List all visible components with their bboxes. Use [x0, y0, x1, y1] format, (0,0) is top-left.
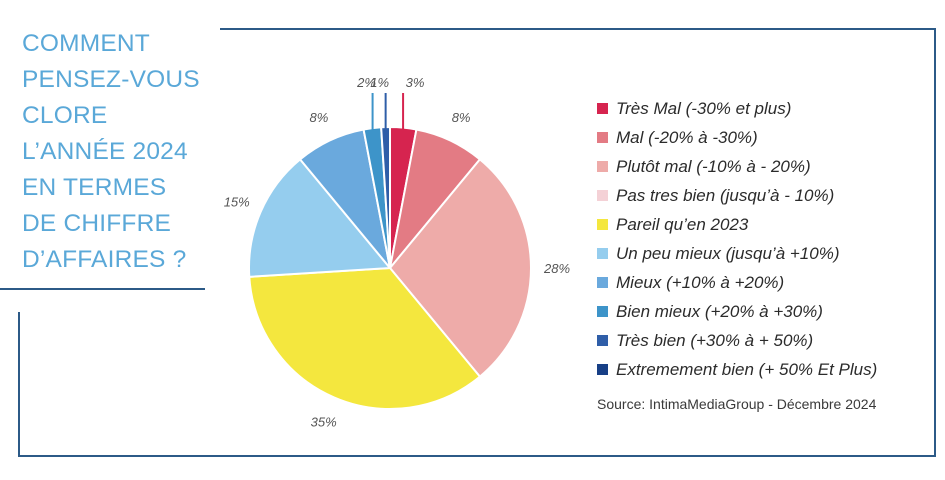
title-line: EN TERMES	[22, 174, 167, 201]
legend-swatch	[597, 248, 608, 259]
legend-item: Un peu mieux (jusqu’à +10%)	[597, 239, 877, 268]
legend-label: Mal (-20% à -30%)	[616, 127, 758, 147]
legend-item: Mal (-20% à -30%)	[597, 123, 877, 152]
legend-swatch	[597, 364, 608, 375]
legend-item: Extremement bien (+ 50% Et Plus)	[597, 355, 877, 384]
title-line: D’AFFAIRES ?	[22, 246, 187, 273]
legend-swatch	[597, 335, 608, 346]
legend-swatch	[597, 219, 608, 230]
legend-swatch	[597, 306, 608, 317]
legend-item: Très Mal (-30% et plus)	[597, 94, 877, 123]
legend-swatch	[597, 132, 608, 143]
data-label: 28%	[543, 261, 570, 276]
legend-item: Bien mieux (+20% à +30%)	[597, 297, 877, 326]
data-label: 2%	[356, 75, 376, 90]
legend-swatch	[597, 277, 608, 288]
legend-item: Plutôt mal (-10% à - 20%)	[597, 152, 877, 181]
frame-left-border	[18, 312, 20, 457]
legend-swatch	[597, 190, 608, 201]
legend-label: Pas tres bien (jusqu’à - 10%)	[616, 185, 835, 205]
title-line: DE CHIFFRE	[22, 210, 171, 237]
title-line: CLORE	[22, 102, 108, 129]
pie-slice-plutot-mal-10-a-20	[388, 157, 532, 379]
frame-bottom-border	[18, 455, 936, 457]
title-underline	[0, 288, 205, 290]
frame-right-border	[934, 28, 936, 457]
chart-title: COMMENT PENSEZ-VOUS CLORE L’ANNÉE 2024 E…	[22, 26, 217, 278]
title-line: PENSEZ-VOUS	[22, 66, 200, 93]
legend-swatch	[597, 103, 608, 114]
title-line: COMMENT	[22, 30, 150, 57]
frame-top-border	[220, 28, 936, 30]
data-label: 1%	[370, 75, 389, 90]
legend-label: Plutôt mal (-10% à - 20%)	[616, 156, 811, 176]
legend-swatch	[597, 161, 608, 172]
pie-slice-un-peu-mieux-jusqu-a-10	[248, 157, 393, 278]
legend-label: Très bien (+30% à + 50%)	[616, 330, 814, 350]
legend-item: Pareil qu’en 2023	[597, 210, 877, 239]
legend-item: Pas tres bien (jusqu’à - 10%)	[597, 181, 877, 210]
legend-item: Mieux (+10% à +20%)	[597, 268, 877, 297]
legend-label: Pareil qu’en 2023	[616, 214, 749, 234]
legend-label: Bien mieux (+20% à +30%)	[616, 301, 823, 321]
legend-item: Très bien (+30% à + 50%)	[597, 326, 877, 355]
legend-label: Extremement bien (+ 50% Et Plus)	[616, 359, 878, 379]
data-label: 35%	[311, 414, 337, 429]
legend-label: Un peu mieux (jusqu’à +10%)	[616, 243, 840, 263]
data-label: 8%	[309, 110, 328, 125]
data-label: 15%	[224, 195, 250, 210]
legend-label: Très Mal (-30% et plus)	[616, 98, 792, 118]
chart-legend: Très Mal (-30% et plus) Mal (-20% à -30%…	[597, 94, 877, 384]
pie-slice-pareil-qu-en-2023	[248, 266, 482, 410]
legend-label: Mieux (+10% à +20%)	[616, 272, 785, 292]
data-label: 8%	[452, 110, 471, 125]
data-label: 3%	[406, 75, 425, 90]
source-note: Source: IntimaMediaGroup - Décembre 2024	[597, 396, 877, 412]
title-line: L’ANNÉE 2024	[22, 138, 188, 165]
